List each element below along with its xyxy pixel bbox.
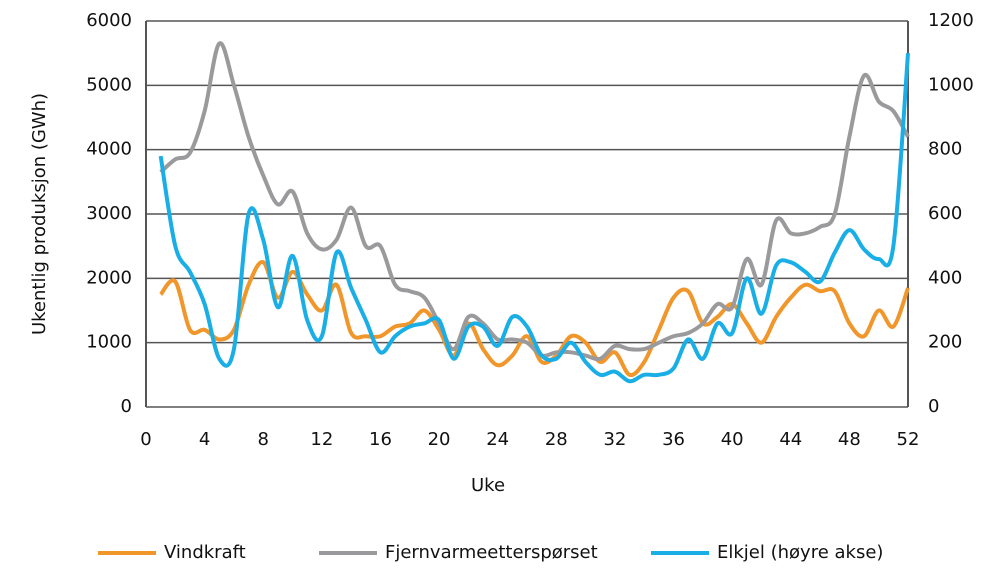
legend-label: Elkjel (høyre akse) xyxy=(717,542,883,563)
x-tick-label: 0 xyxy=(140,429,151,450)
x-tick-label: 20 xyxy=(428,429,451,450)
x-tick-label: 16 xyxy=(369,429,392,450)
legend-label: Vindkraft xyxy=(164,542,246,563)
x-tick-label: 44 xyxy=(779,429,802,450)
y-tick-label: 1000 xyxy=(86,332,132,353)
y-axis-label: Ukentlig produksjon (GWh) xyxy=(29,93,50,335)
x-tick-label: 48 xyxy=(838,429,861,450)
y-tick-label: 4000 xyxy=(86,139,132,160)
x-tick-label: 40 xyxy=(721,429,744,450)
y2-tick-label: 200 xyxy=(928,332,962,353)
series-line xyxy=(159,41,910,362)
y2-tick-label: 0 xyxy=(928,396,939,417)
y2-tick-label: 800 xyxy=(928,139,962,160)
y-tick-label: 3000 xyxy=(86,203,132,224)
x-tick-label: 36 xyxy=(662,429,685,450)
y2-tick-label: 400 xyxy=(928,267,962,288)
series-line xyxy=(158,53,910,384)
x-axis-label: Uke xyxy=(471,475,505,496)
y2-tick-label: 1000 xyxy=(928,74,974,95)
y-tick-label: 0 xyxy=(121,396,132,417)
y2-tick-label: 1200 xyxy=(928,10,974,31)
y-tick-label: 2000 xyxy=(86,267,132,288)
y-tick-label: 5000 xyxy=(86,74,132,95)
legend-label: Fjernvarmeetterspørset xyxy=(385,542,598,563)
x-tick-label: 24 xyxy=(486,429,509,450)
y2-tick-label: 600 xyxy=(928,203,962,224)
x-tick-label: 52 xyxy=(897,429,920,450)
x-tick-label: 12 xyxy=(310,429,333,450)
x-tick-label: 32 xyxy=(603,429,626,450)
x-tick-label: 4 xyxy=(199,429,210,450)
x-tick-label: 8 xyxy=(258,429,269,450)
y-tick-label: 6000 xyxy=(86,10,132,31)
x-tick-label: 28 xyxy=(545,429,568,450)
